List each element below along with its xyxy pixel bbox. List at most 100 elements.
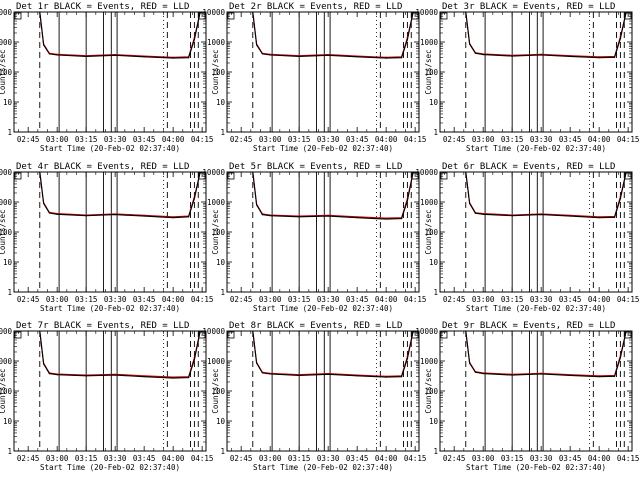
- x-tick-label: 02:45: [17, 295, 40, 304]
- x-axis-label: Start Time (20-Feb-02 02:37:40): [253, 304, 393, 313]
- data-point-events: [43, 363, 45, 365]
- data-point-events: [199, 172, 201, 173]
- data-point-events: [598, 57, 600, 59]
- corner-box: [411, 331, 419, 339]
- plot-area: [39, 12, 201, 132]
- data-point-events: [465, 172, 467, 173]
- plot-area: [465, 172, 627, 292]
- y-tick-label: 10000: [202, 327, 225, 336]
- panel-title: Det 3r BLACK = Events, RED = LLD: [442, 2, 615, 12]
- panel-label: Det 9r: [442, 321, 475, 331]
- x-tick-label: 03:30: [317, 295, 340, 304]
- x-tick-label: 03:30: [317, 135, 340, 144]
- series-line-lld: [39, 12, 201, 58]
- x-axis-label: Start Time (20-Feb-02 02:37:40): [253, 144, 393, 153]
- data-point-events: [619, 356, 622, 359]
- x-tick-label: 03:00: [472, 135, 495, 144]
- data-point-events: [356, 375, 358, 377]
- y-tick-label: 10: [3, 258, 13, 267]
- y-axis-label: Counts/sec: [424, 368, 433, 413]
- series-line-lld: [252, 331, 414, 377]
- y-tick-label: 10000: [202, 8, 225, 17]
- plot-area: [252, 172, 414, 292]
- chart-panel-8: Det 8r BLACK = Events, RED = LLD 1 10 100 10…: [202, 321, 426, 472]
- data-point-events: [39, 331, 41, 332]
- x-tick-label: 04:15: [404, 135, 427, 144]
- x-tick-label: 02:45: [230, 295, 253, 304]
- data-point-events: [188, 216, 190, 218]
- y-tick-label: 1: [433, 447, 438, 456]
- data-point-events: [252, 172, 254, 173]
- data-point-events: [199, 331, 201, 332]
- data-point-events: [540, 54, 542, 56]
- data-point-events: [193, 197, 196, 200]
- panel-title-suffix: BLACK = Events, RED = LLD: [49, 2, 190, 12]
- plot-area: [39, 331, 201, 451]
- x-tick-label: 03:00: [472, 295, 495, 304]
- y-axis-label: Counts/sec: [0, 368, 7, 413]
- data-point-events: [465, 331, 467, 332]
- x-tick-label: 03:45: [559, 135, 582, 144]
- data-point-events: [39, 172, 41, 173]
- data-point-events: [412, 172, 414, 173]
- corner-box: [411, 12, 419, 20]
- panel-title-suffix: BLACK = Events, RED = LLD: [49, 321, 190, 331]
- data-point-events: [406, 39, 409, 41]
- x-tick-label: 03:30: [104, 295, 127, 304]
- x-tick-label: 02:45: [230, 454, 253, 463]
- data-point-events: [143, 56, 145, 58]
- chart-panel-3: Det 3r BLACK = Events, RED = LLD 1 10 100 10…: [415, 2, 639, 153]
- x-tick-label: 03:15: [288, 454, 311, 463]
- data-point-events: [261, 214, 264, 216]
- plot-area: [252, 331, 414, 451]
- y-axis-label: Counts/sec: [0, 209, 7, 254]
- x-tick-label: 03:30: [530, 454, 553, 463]
- y-tick-label: 100: [424, 228, 438, 237]
- data-point-events: [540, 214, 542, 216]
- x-tick-label: 03:45: [133, 135, 156, 144]
- y-tick-label: 1: [433, 128, 438, 137]
- x-tick-label: 04:15: [617, 295, 640, 304]
- chart-panel-6: Det 6r BLACK = Events, RED = LLD 1 10 100 10…: [415, 162, 639, 313]
- y-tick-label: 1000: [207, 38, 226, 47]
- panel-title-suffix: BLACK = Events, RED = LLD: [475, 2, 616, 12]
- y-tick-label: 100: [211, 228, 225, 237]
- x-tick-label: 03:00: [259, 135, 282, 144]
- y-tick-label: 1000: [420, 198, 439, 207]
- data-point-events: [143, 376, 145, 378]
- data-point-events: [56, 54, 58, 56]
- chart-panel-9: Det 9r BLACK = Events, RED = LLD 1 10 100 10…: [415, 321, 639, 472]
- data-point-events: [256, 44, 258, 46]
- data-point-events: [252, 331, 254, 332]
- y-tick-label: 1: [433, 288, 438, 297]
- x-tick-label: 02:45: [17, 454, 40, 463]
- y-tick-label: 10000: [415, 8, 438, 17]
- x-tick-label: 02:45: [443, 454, 466, 463]
- panel-label: Det 5r: [229, 162, 262, 172]
- data-point-events: [172, 377, 174, 379]
- y-tick-label: 10: [429, 98, 439, 107]
- series-line-events: [39, 12, 201, 59]
- y-tick-label: 10000: [0, 8, 12, 17]
- corner-box: [440, 12, 448, 20]
- x-tick-label: 03:30: [104, 454, 127, 463]
- plot-frame: [226, 330, 420, 452]
- panel-title: Det 8r BLACK = Events, RED = LLD: [229, 321, 402, 331]
- panel-title-suffix: BLACK = Events, RED = LLD: [475, 162, 616, 172]
- data-point-events: [385, 376, 387, 378]
- panel-label: Det 2r: [229, 2, 262, 12]
- x-axis-label: Start Time (20-Feb-02 02:37:40): [40, 304, 180, 313]
- plot-frame: [439, 330, 633, 452]
- data-point-events: [298, 216, 300, 218]
- data-point-events: [43, 202, 45, 204]
- y-tick-label: 10: [429, 258, 439, 267]
- data-point-events: [114, 214, 116, 216]
- panel-title: Det 5r BLACK = Events, RED = LLD: [229, 162, 402, 172]
- series-line-events: [39, 331, 201, 379]
- panel-label: Det 6r: [442, 162, 475, 172]
- data-point-events: [48, 212, 51, 214]
- corner-box: [198, 12, 206, 20]
- data-point-events: [401, 57, 403, 59]
- data-point-events: [614, 56, 616, 58]
